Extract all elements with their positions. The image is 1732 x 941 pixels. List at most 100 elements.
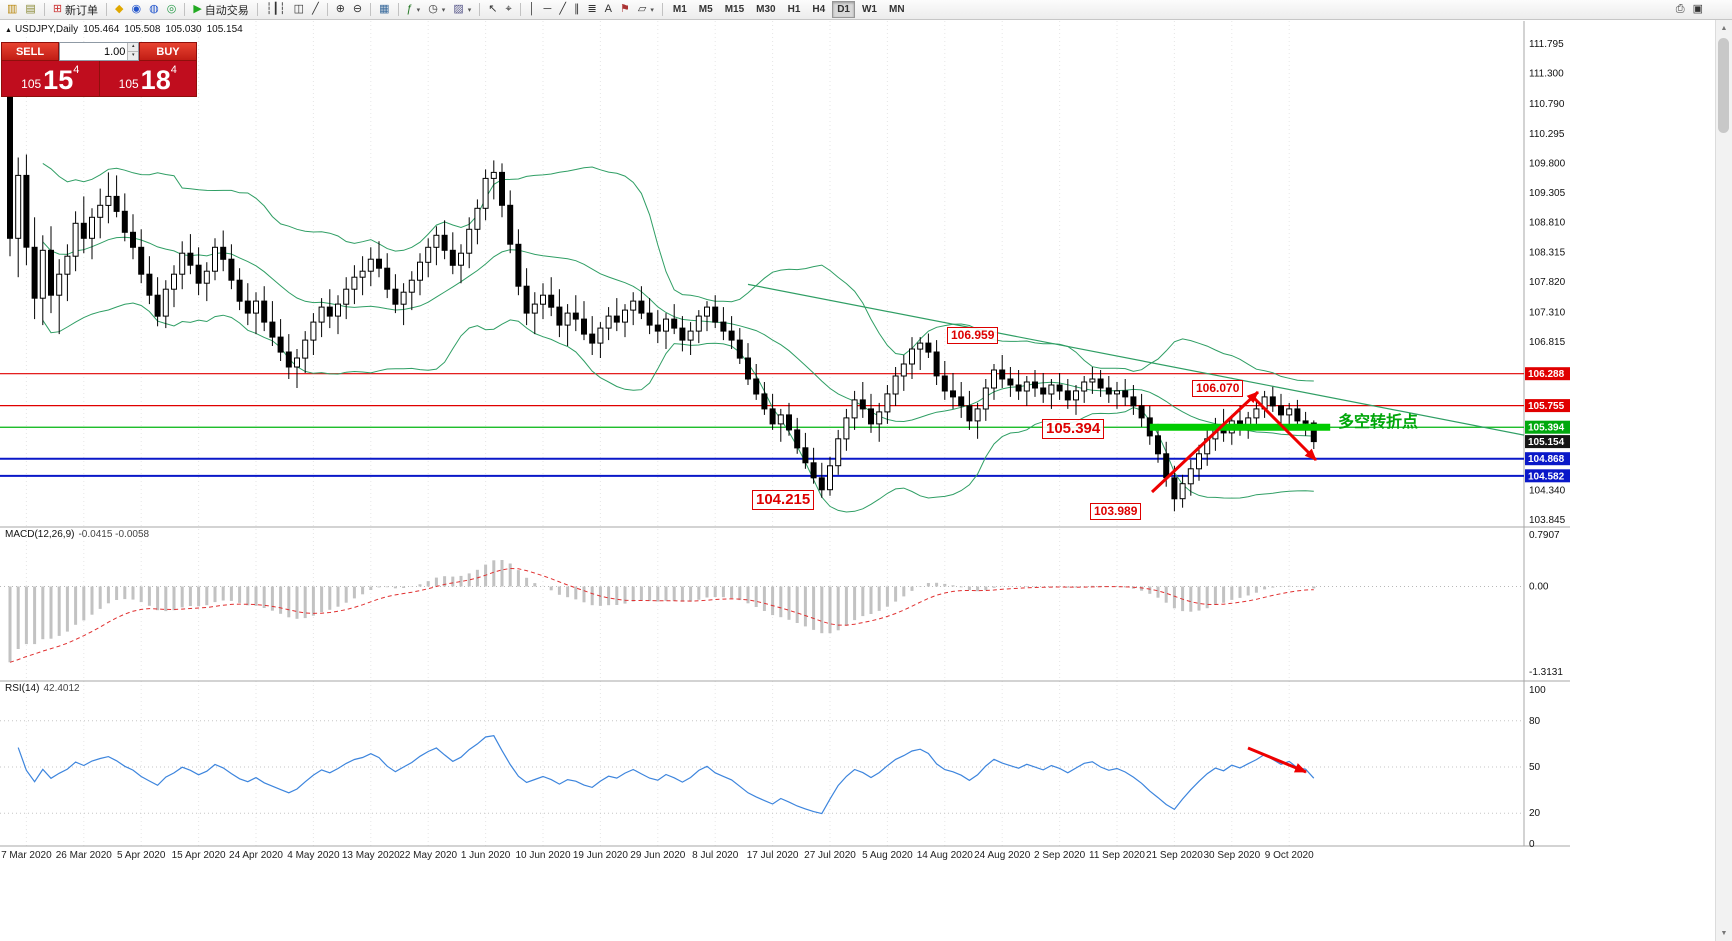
- candle: [64, 255, 71, 275]
- templates-button[interactable]: ▨ ▾: [449, 0, 475, 19]
- metaeditor-button[interactable]: ◆: [111, 0, 127, 19]
- bollinger-lower-line: [42, 302, 1314, 513]
- line-chart-button[interactable]: ╱: [308, 0, 323, 19]
- sell-button[interactable]: SELL: [1, 42, 59, 61]
- channel-tool-button[interactable]: ∥: [570, 0, 584, 19]
- timeframe-m1-button[interactable]: M1: [672, 4, 687, 15]
- price-annotation[interactable]: 106.070: [1192, 380, 1244, 397]
- timeframe-d1-button[interactable]: D1: [832, 1, 855, 18]
- price-badge: [1525, 469, 1570, 483]
- indicators-button[interactable]: ƒ ▾: [403, 0, 425, 19]
- sell-price-panel[interactable]: 105 15 4: [1, 61, 99, 97]
- volume-input[interactable]: [60, 43, 128, 60]
- fullscreen-button[interactable]: ▣: [1689, 0, 1707, 19]
- descending-trendline[interactable]: [747, 283, 1568, 443]
- macd-pane[interactable]: [0, 560, 1524, 663]
- candle: [56, 273, 63, 296]
- candle: [1048, 384, 1055, 395]
- red-arrow-2[interactable]: [1250, 394, 1318, 462]
- autotrading-button[interactable]: ▶ 自动交易: [189, 0, 252, 19]
- volume-down-button[interactable]: ▾: [127, 51, 138, 60]
- candle: [868, 408, 874, 425]
- candle: [654, 324, 661, 332]
- date-label: 5 Aug 2020: [862, 850, 913, 861]
- timeframe-h4-button[interactable]: H4: [812, 4, 826, 15]
- price-annotation[interactable]: 106.959: [947, 327, 999, 344]
- shapes-tool-caret-icon[interactable]: ▾: [650, 6, 654, 14]
- bar-chart-icon: ┆┃┆: [265, 3, 286, 15]
- horizontal-line-button[interactable]: ─: [540, 0, 556, 19]
- print-icon: ⎙: [1675, 3, 1685, 15]
- timeframe-h1-button[interactable]: H1: [787, 4, 801, 15]
- zoom-in-button[interactable]: ⊕: [332, 0, 349, 19]
- candle: [244, 300, 251, 314]
- vertical-scrollbar[interactable]: ▲ ▼: [1715, 20, 1732, 941]
- periods-button[interactable]: ◷ ▾: [424, 0, 449, 19]
- macd-axis-label: -1.3131: [1529, 667, 1563, 678]
- timeframe-w1-button[interactable]: W1: [861, 4, 877, 15]
- timeframe-m30-button[interactable]: M30: [756, 4, 776, 15]
- price-pane[interactable]: [0, 44, 1568, 513]
- candle: [507, 204, 514, 245]
- rsi-axis-label: 50: [1529, 762, 1541, 773]
- templates-caret-icon[interactable]: ▾: [467, 6, 472, 14]
- rsi-label: RSI(14) 42.4012: [5, 683, 80, 694]
- fibonacci-tool-button[interactable]: ≣: [583, 0, 600, 19]
- candle: [31, 246, 38, 299]
- candle: [1155, 435, 1161, 455]
- candle: [613, 315, 620, 323]
- date-label: 26 Mar 2020: [56, 850, 113, 861]
- rsi-line: [17, 735, 1315, 815]
- timeframe-m5-button[interactable]: M5: [698, 4, 713, 15]
- candle: [425, 246, 432, 263]
- tile-windows-button[interactable]: ▦: [375, 0, 393, 19]
- toolbar-group: ▶ 自动交易: [189, 0, 252, 20]
- candle: [687, 330, 694, 341]
- price-badge-label: 106.288: [1528, 369, 1565, 380]
- timeframe-mn-button[interactable]: MN: [888, 4, 905, 15]
- periods-caret-icon[interactable]: ▾: [441, 6, 446, 14]
- buy-price-panel[interactable]: 105 18 4: [98, 61, 197, 97]
- price-annotation[interactable]: 105.394: [1042, 419, 1105, 439]
- data-window-button[interactable]: ◍: [145, 0, 163, 19]
- market-watch-button[interactable]: ◉: [128, 0, 146, 19]
- pivot-point-note[interactable]: 多空转折点: [1338, 414, 1419, 431]
- new-chart-button[interactable]: ▥: [3, 0, 21, 19]
- volume-up-button[interactable]: ▴: [127, 43, 138, 51]
- scroll-up-button[interactable]: ▲: [1720, 24, 1728, 32]
- scroll-thumb[interactable]: [1718, 38, 1729, 133]
- rsi-pane[interactable]: [0, 720, 1524, 815]
- candle: [441, 234, 448, 251]
- red-arrow-3[interactable]: [1247, 746, 1307, 774]
- indicators-caret-icon[interactable]: ▾: [416, 6, 421, 14]
- vertical-line-button[interactable]: │: [525, 0, 540, 19]
- price-badge: [1525, 452, 1570, 466]
- candle: [162, 288, 169, 317]
- red-arrow-1[interactable]: [1150, 390, 1260, 494]
- bollinger-upper-line: [42, 162, 1314, 382]
- price-badge-label: 105.755: [1528, 401, 1565, 412]
- date-label: 15 Apr 2020: [172, 850, 226, 861]
- price-annotation[interactable]: 104.215: [752, 490, 815, 510]
- cursor-button[interactable]: ↖: [484, 0, 501, 19]
- label-tool-button[interactable]: ⚑: [616, 0, 634, 19]
- crosshair-button[interactable]: ⌖: [501, 0, 515, 19]
- price-annotation[interactable]: 103.989: [1090, 503, 1142, 520]
- shapes-tool-button[interactable]: ▱ ▾: [634, 0, 658, 19]
- scroll-down-button[interactable]: ▼: [1720, 929, 1728, 937]
- print-button[interactable]: ⎙: [1672, 0, 1689, 19]
- new-order-button[interactable]: ⊞ 新订单: [49, 0, 102, 19]
- zoom-out-button[interactable]: ⊖: [349, 0, 366, 19]
- trendline-tool-button[interactable]: ╱: [555, 0, 570, 19]
- rsi-axis-label: 20: [1529, 808, 1541, 819]
- buy-button[interactable]: BUY: [139, 42, 197, 61]
- ohlc-low: 105.030: [165, 24, 202, 35]
- profiles-button[interactable]: ▤: [21, 0, 39, 19]
- candlestick-chart-button[interactable]: ◫: [290, 0, 308, 19]
- navigator-button[interactable]: ◎: [163, 0, 181, 19]
- bar-chart-button[interactable]: ┆┃┆: [262, 0, 290, 19]
- timeframe-m15-button[interactable]: M15: [724, 4, 745, 15]
- symbol-marker-icon: ▲: [5, 27, 12, 34]
- text-tool-button[interactable]: A: [601, 0, 616, 19]
